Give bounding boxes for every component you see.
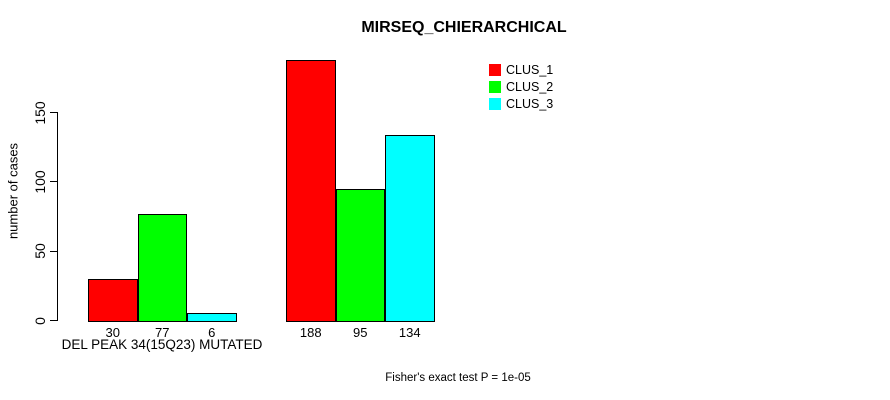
y-axis: [57, 112, 58, 321]
y-axis-label: number of cases: [5, 142, 21, 240]
y-tick-label: 50: [32, 243, 48, 259]
bar-clus_3-group-2: [385, 135, 435, 322]
bar-clus_2-group-1: [137, 214, 187, 322]
legend-swatch-red: [489, 63, 501, 76]
chart-title: MIRSEQ_CHIERARCHICAL: [361, 19, 567, 36]
bar-clus_3-group-1: [187, 313, 237, 322]
legend-item-clus-3: CLUS_3: [489, 96, 553, 113]
bar-clus_2-group-2: [335, 189, 385, 322]
y-tick-label: 150: [32, 100, 48, 125]
y-tick-label: 0: [32, 316, 48, 325]
y-tick-label: 100: [32, 170, 48, 194]
legend-swatch-cyan: [489, 98, 501, 111]
bar-value-label: 188: [299, 325, 322, 340]
bar-value-label: 30: [105, 325, 120, 340]
bar-value-label: 6: [208, 325, 216, 340]
y-tick-mark: [50, 250, 57, 252]
bar-clus_1-group-1: [88, 279, 138, 322]
bar-value-label: 95: [353, 325, 368, 340]
annotation-fisher-test: Fisher's exact test P = 1e-05: [385, 372, 531, 384]
legend-label: CLUS_3: [506, 97, 554, 112]
legend-item-clus-2: CLUS_2: [489, 78, 553, 95]
bar-value-label: 77: [155, 325, 170, 340]
y-tick-mark: [50, 112, 57, 113]
legend-label: CLUS_1: [506, 62, 554, 77]
legend: CLUS_1 CLUS_2 CLUS_3: [489, 61, 553, 113]
bar-value-label: 134: [398, 325, 421, 340]
y-tick-mark: [50, 181, 57, 183]
legend-label: CLUS_2: [506, 80, 554, 95]
y-tick-mark: [50, 320, 57, 321]
legend-swatch-green: [489, 81, 501, 94]
legend-item-clus-1: CLUS_1: [489, 61, 553, 78]
bar-clus_1-group-2: [286, 60, 336, 322]
x-category-label: DEL PEAK 34(15Q23) MUTATED: [61, 337, 263, 352]
